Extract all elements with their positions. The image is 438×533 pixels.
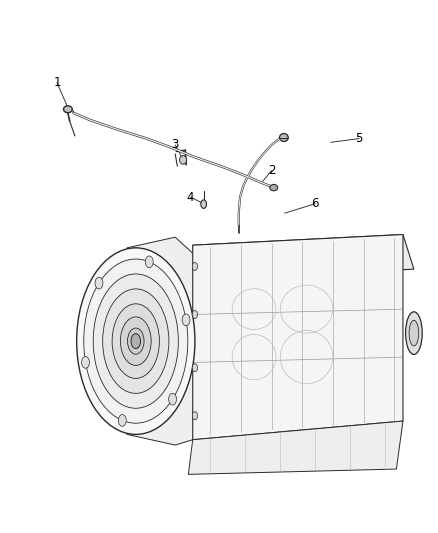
Ellipse shape [192,310,198,318]
Ellipse shape [279,134,288,142]
Ellipse shape [270,184,278,191]
Circle shape [180,156,187,164]
Ellipse shape [145,256,153,268]
Ellipse shape [169,393,177,405]
Ellipse shape [64,106,72,112]
Ellipse shape [406,312,422,354]
Ellipse shape [95,277,103,289]
Ellipse shape [93,274,178,408]
Text: 1: 1 [53,76,61,89]
Polygon shape [127,237,201,445]
Text: 2: 2 [268,164,276,177]
Text: 3: 3 [172,139,179,151]
Text: 5: 5 [356,132,363,145]
Ellipse shape [201,200,207,208]
Ellipse shape [102,289,169,393]
Ellipse shape [182,314,190,326]
Text: 6: 6 [311,197,319,210]
Ellipse shape [409,320,419,346]
Ellipse shape [84,259,188,423]
Ellipse shape [131,334,141,349]
Ellipse shape [118,415,126,426]
Ellipse shape [120,317,151,366]
Ellipse shape [112,304,159,378]
Polygon shape [193,235,414,280]
Polygon shape [193,235,403,440]
Ellipse shape [192,263,198,271]
Ellipse shape [192,411,198,420]
Ellipse shape [192,364,198,372]
Text: 4: 4 [187,191,194,204]
Ellipse shape [77,248,195,434]
Ellipse shape [81,357,89,368]
Polygon shape [188,421,403,474]
Ellipse shape [127,328,144,354]
